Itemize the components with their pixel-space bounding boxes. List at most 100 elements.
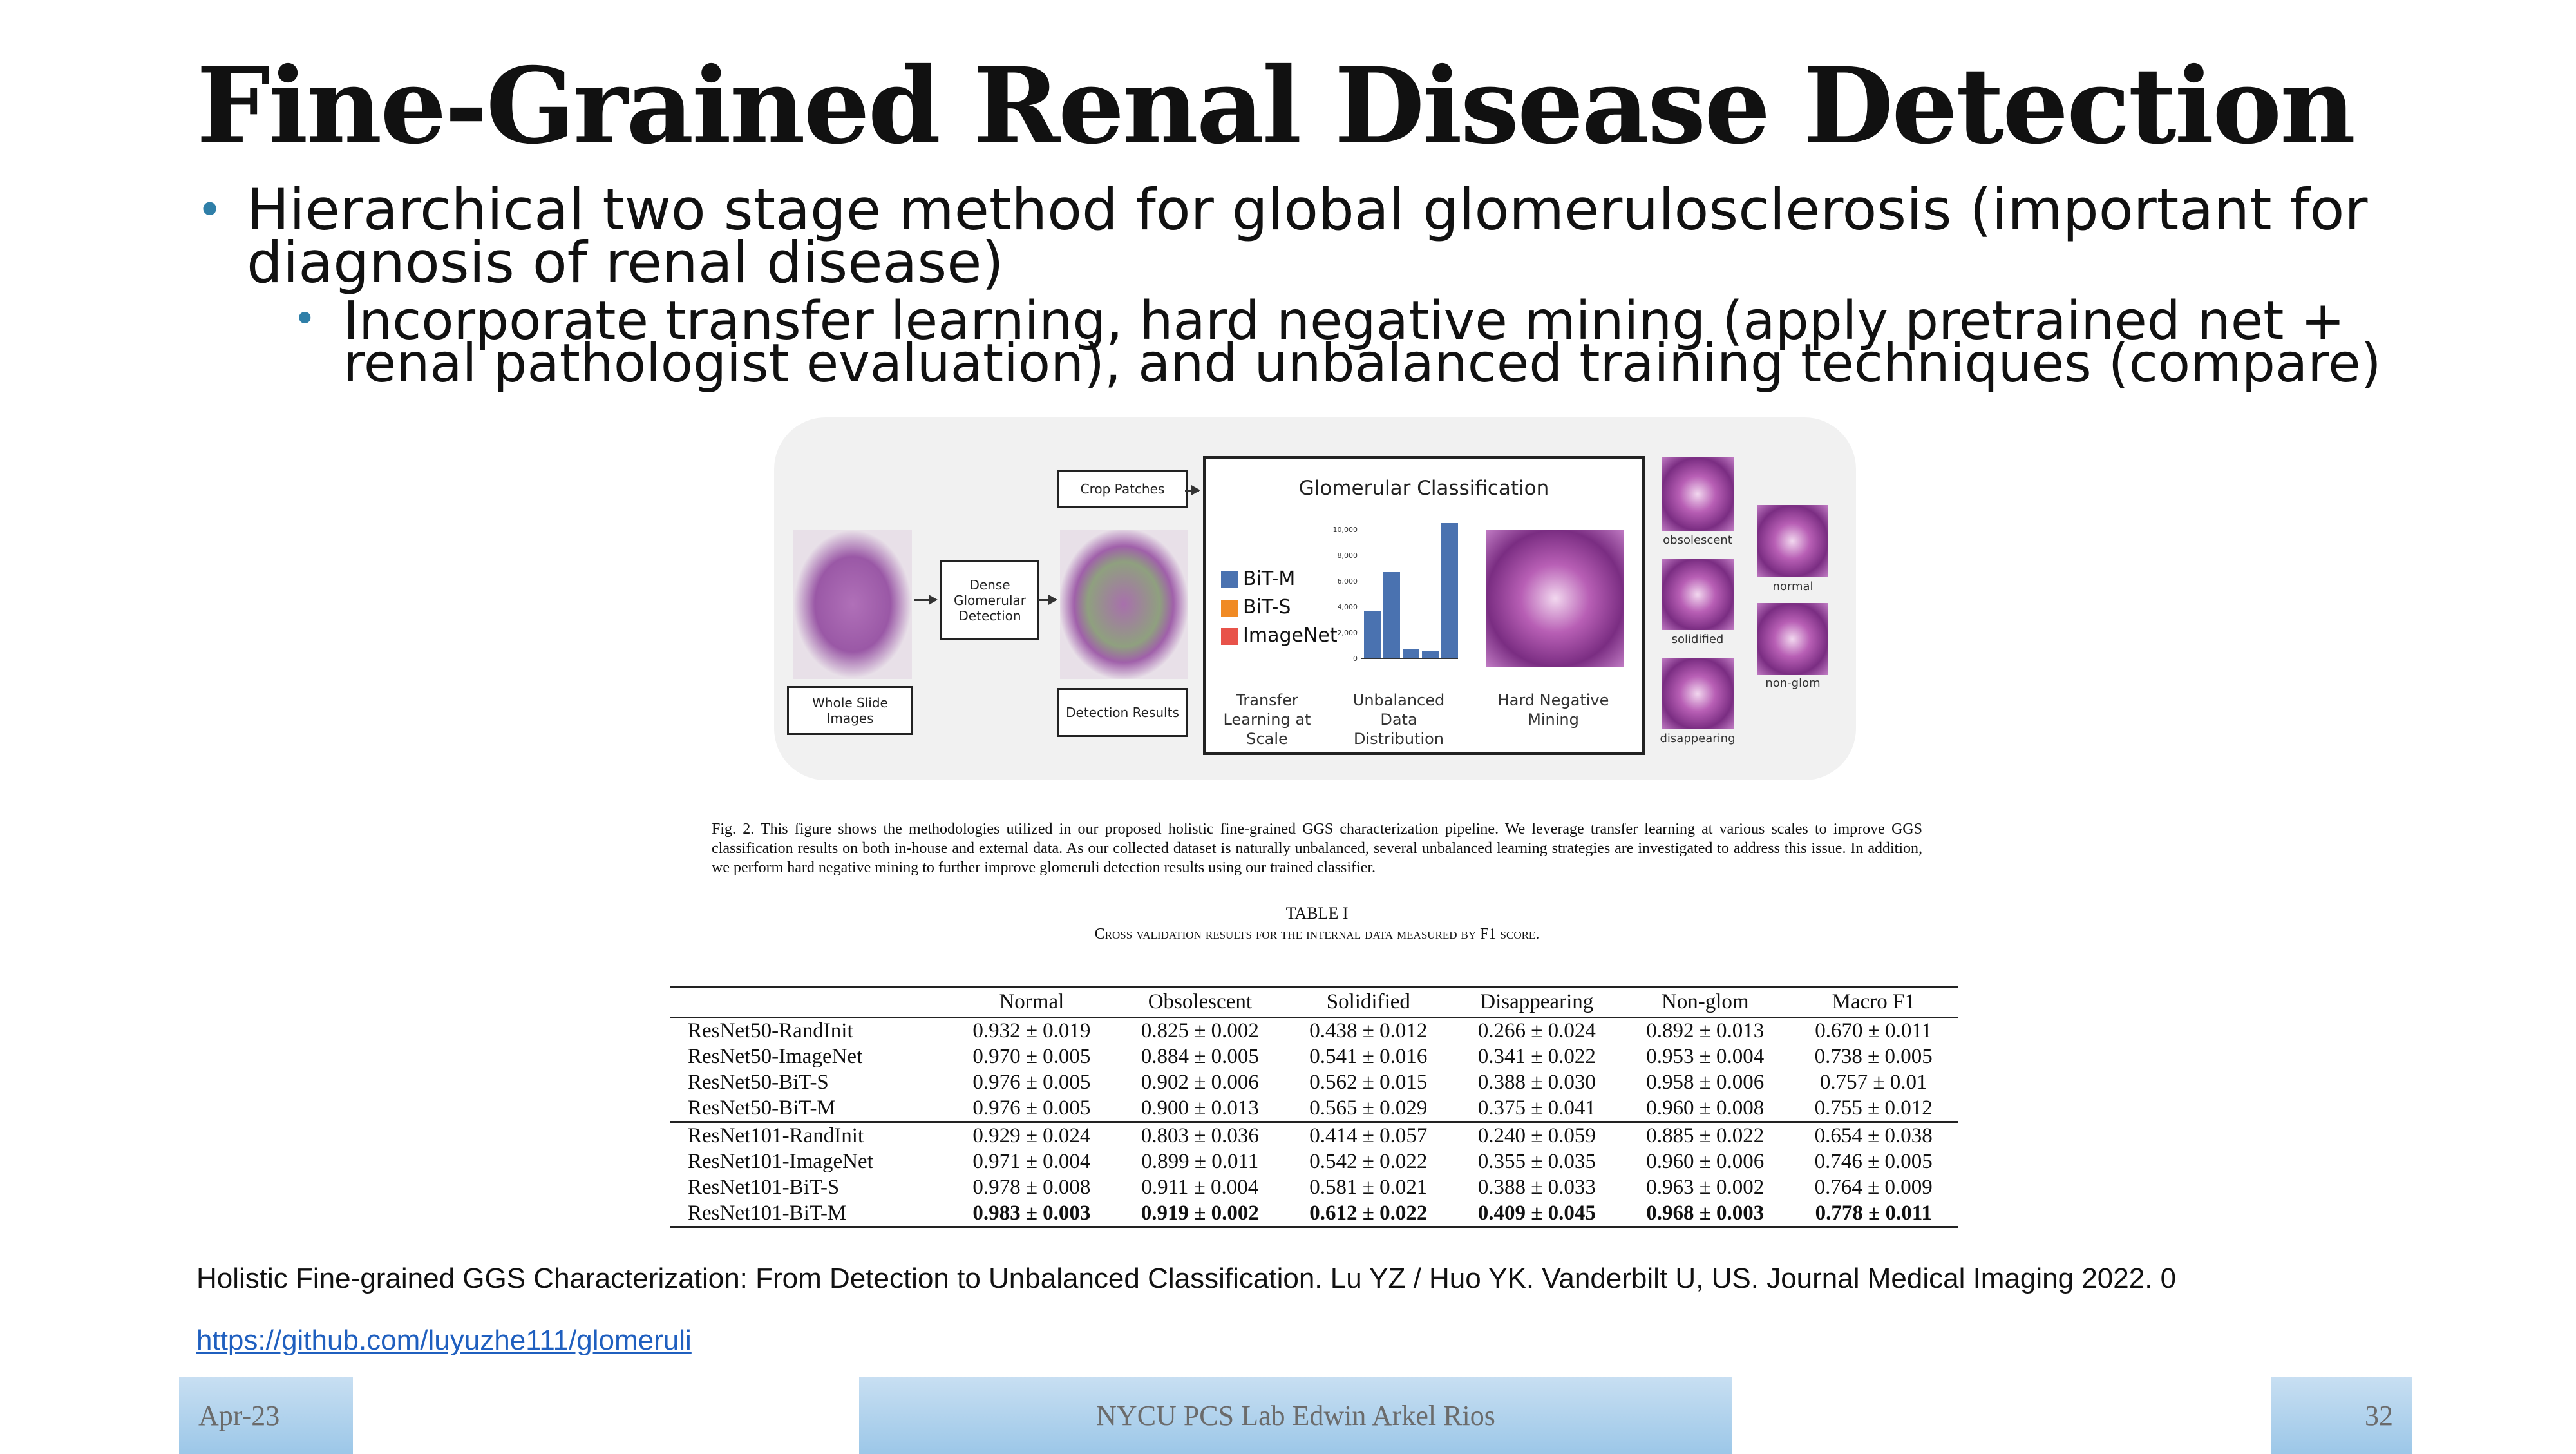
score-cell: 0.929 ± 0.024 bbox=[947, 1121, 1116, 1149]
y-tick-label: 10,000 bbox=[1333, 526, 1358, 534]
score-cell: 0.932 ± 0.019 bbox=[972, 1019, 1091, 1042]
score-cell: 0.565 ± 0.029 bbox=[1309, 1096, 1428, 1120]
score-cell: 0.738 ± 0.005 bbox=[1814, 1044, 1933, 1068]
score-cell: 0.953 ± 0.004 bbox=[1646, 1044, 1765, 1068]
score-cell: 0.919 ± 0.002 bbox=[1115, 1200, 1285, 1228]
score-cell: 0.911 ± 0.004 bbox=[1141, 1175, 1259, 1199]
y-tick-label: 4,000 bbox=[1338, 603, 1358, 611]
score-cell: 0.960 ± 0.006 bbox=[1646, 1149, 1765, 1173]
results-table: Normal Obsolescent Solidified Disappeari… bbox=[670, 986, 1958, 1228]
table-title: TABLE I bbox=[1285, 904, 1349, 923]
whole-slide-label: Whole Slide Images bbox=[787, 686, 913, 735]
score-cell: 0.654 ± 0.038 bbox=[1789, 1121, 1958, 1149]
score-cell: 0.542 ± 0.022 bbox=[1309, 1149, 1428, 1173]
table-header bbox=[670, 986, 948, 1018]
solidified-thumbnail bbox=[1662, 559, 1734, 630]
class-label: solidified bbox=[1671, 633, 1724, 646]
table-header: Solidified bbox=[1284, 986, 1453, 1018]
disappearing-thumbnail bbox=[1662, 658, 1734, 729]
bar-obsolescent bbox=[1364, 611, 1381, 658]
slide-title: Fine-Grained Renal Disease Detection bbox=[196, 45, 2356, 167]
model-name-cell: ResNet101-ImageNet bbox=[688, 1149, 873, 1173]
score-cell: 0.902 ± 0.006 bbox=[1141, 1070, 1259, 1094]
score-cell: 0.355 ± 0.035 bbox=[1477, 1149, 1596, 1173]
table-header: Disappearing bbox=[1452, 986, 1622, 1018]
score-cell: 0.341 ± 0.022 bbox=[1477, 1044, 1596, 1068]
y-tick-label: 2,000 bbox=[1338, 629, 1358, 637]
score-cell: 0.757 ± 0.01 bbox=[1819, 1070, 1927, 1094]
score-cell: 0.778 ± 0.011 bbox=[1789, 1200, 1958, 1228]
dense-detection-box: Dense Glomerular Detection bbox=[940, 560, 1039, 640]
detection-slide-thumbnail bbox=[1060, 530, 1188, 679]
bar-disappearing bbox=[1403, 649, 1419, 658]
score-cell: 0.764 ± 0.009 bbox=[1814, 1175, 1933, 1199]
figure-caption: Fig. 2. This figure shows the methodolog… bbox=[712, 821, 1922, 876]
model-name-cell: ResNet50-BiT-M bbox=[688, 1096, 836, 1120]
score-cell: 0.968 ± 0.003 bbox=[1621, 1200, 1790, 1228]
table-row: ResNet101-BiT-M 0.983 ± 0.003 0.919 ± 0.00… bbox=[670, 1200, 1958, 1228]
bar-normal bbox=[1422, 651, 1439, 658]
model-name-cell: ResNet50-ImageNet bbox=[688, 1044, 863, 1068]
legend-swatch-icon bbox=[1221, 627, 1238, 645]
table-header: Non-glom bbox=[1621, 986, 1790, 1018]
panel-title: Glomerular Classification bbox=[1298, 477, 1549, 500]
glomerular-classification-panel: Glomerular Classification BiT-M BiT-S Im… bbox=[1203, 456, 1645, 755]
detection-results-box: Detection Results bbox=[1057, 688, 1188, 737]
legend-item: BiT-M bbox=[1221, 565, 1338, 593]
score-cell: 0.670 ± 0.011 bbox=[1815, 1019, 1933, 1042]
table-header: Normal bbox=[947, 986, 1116, 1018]
score-cell: 0.240 ± 0.059 bbox=[1452, 1121, 1622, 1149]
score-cell: 0.983 ± 0.003 bbox=[947, 1200, 1116, 1228]
table-header: Macro F1 bbox=[1789, 986, 1958, 1018]
table-header-row: Normal Obsolescent Solidified Disappeari… bbox=[670, 986, 1958, 1018]
score-cell: 0.388 ± 0.033 bbox=[1477, 1175, 1596, 1199]
score-cell: 0.438 ± 0.012 bbox=[1309, 1019, 1428, 1042]
bar-solidified bbox=[1383, 572, 1400, 658]
score-cell: 0.825 ± 0.002 bbox=[1141, 1019, 1259, 1042]
score-cell: 0.388 ± 0.030 bbox=[1477, 1070, 1596, 1094]
legend-swatch-icon bbox=[1221, 599, 1238, 617]
score-cell: 0.884 ± 0.005 bbox=[1141, 1044, 1259, 1068]
bullet-dot-icon: • bbox=[293, 295, 317, 342]
sub-bullet-text: Incorporate transfer learning, hard nega… bbox=[343, 291, 2382, 394]
table-subtitle: Cross validation results for the interna… bbox=[1094, 926, 1540, 942]
score-cell: 0.963 ± 0.002 bbox=[1646, 1175, 1765, 1199]
score-cell: 0.409 ± 0.045 bbox=[1452, 1200, 1622, 1228]
score-cell: 0.414 ± 0.057 bbox=[1284, 1121, 1453, 1149]
model-name-cell: ResNet101-BiT-M bbox=[670, 1200, 948, 1228]
legend-swatch-icon bbox=[1221, 571, 1238, 588]
reference-text: Holistic Fine-grained GGS Characterizati… bbox=[196, 1263, 2177, 1294]
score-cell: 0.976 ± 0.005 bbox=[972, 1070, 1091, 1094]
bar-non-glom bbox=[1441, 523, 1458, 658]
class-label: normal bbox=[1772, 580, 1814, 593]
non-glom-thumbnail bbox=[1757, 603, 1828, 675]
github-link[interactable]: https://github.com/luyuzhe111/glomeruli bbox=[196, 1325, 692, 1356]
y-tick-label: 0 bbox=[1353, 655, 1358, 663]
score-cell: 0.755 ± 0.012 bbox=[1814, 1096, 1933, 1120]
table-row: ResNet101-BiT-S 0.978 ± 0.008 0.911 ± 0.00… bbox=[670, 1174, 1958, 1200]
model-name-cell: ResNet50-RandInit bbox=[688, 1019, 853, 1042]
score-cell: 0.976 ± 0.005 bbox=[972, 1096, 1091, 1120]
label-hard-negative: Hard Negative Mining bbox=[1497, 691, 1609, 729]
crop-patches-box: Crop Patches bbox=[1057, 470, 1188, 508]
arrow-icon bbox=[1038, 595, 1057, 605]
class-label: non-glom bbox=[1765, 676, 1821, 690]
table-row: ResNet50-BiT-S 0.976 ± 0.005 0.902 ± 0.006… bbox=[670, 1069, 1958, 1095]
model-name-cell: ResNet101-BiT-S bbox=[688, 1175, 840, 1199]
table-header: Obsolescent bbox=[1115, 986, 1285, 1018]
table-row: ResNet50-RandInit 0.932 ± 0.019 0.825 ± 0.… bbox=[670, 1017, 1958, 1044]
y-tick-label: 6,000 bbox=[1338, 577, 1358, 586]
hard-negative-thumbnail bbox=[1486, 530, 1624, 667]
score-cell: 0.892 ± 0.013 bbox=[1646, 1019, 1765, 1042]
legend-item: BiT-S bbox=[1221, 593, 1338, 622]
legend: BiT-M BiT-S ImageNet bbox=[1221, 565, 1338, 650]
class-label: obsolescent bbox=[1663, 533, 1732, 547]
unbalanced-distribution-chart: 10,000 8,000 6,000 4,000 2,000 0 bbox=[1333, 523, 1458, 663]
arrow-icon bbox=[1185, 485, 1200, 495]
score-cell: 0.900 ± 0.013 bbox=[1141, 1096, 1259, 1120]
model-name-cell: ResNet101-RandInit bbox=[670, 1121, 948, 1149]
label-unbalanced: Unbalanced Data Distribution bbox=[1352, 691, 1445, 748]
bullet-level1: • Hierarchical two stage method for glob… bbox=[196, 182, 2438, 291]
label-transfer: Transfer Learning at Scale bbox=[1223, 691, 1311, 748]
score-cell: 0.746 ± 0.005 bbox=[1814, 1149, 1933, 1173]
